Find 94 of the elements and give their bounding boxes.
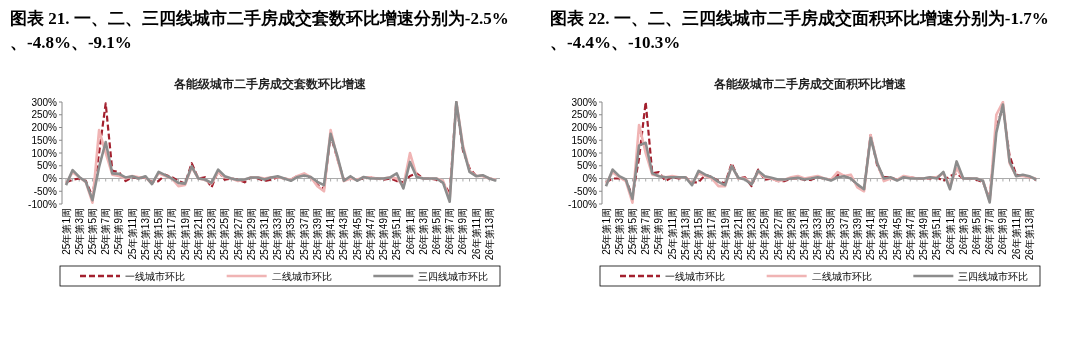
x-tick-label: 25年第33周 bbox=[272, 208, 284, 261]
x-tick-label: 25年第39周 bbox=[311, 208, 323, 261]
x-tick-label: 25年第49周 bbox=[918, 208, 930, 261]
chart-subtitle: 各能级城市二手房成交套数环比增速 bbox=[173, 77, 367, 91]
x-tick-label: 26年第3周 bbox=[417, 208, 429, 255]
x-tick-label: 25年第25周 bbox=[219, 208, 231, 261]
x-tick-label: 25年第29周 bbox=[245, 208, 257, 261]
legend-label: 二线城市环比 bbox=[271, 271, 332, 282]
y-tick-label: 100% bbox=[571, 147, 598, 159]
x-tick-label: 26年第1周 bbox=[404, 208, 416, 255]
x-tick-label: 25年第3周 bbox=[613, 208, 625, 255]
x-tick-label: 26年第13周 bbox=[483, 208, 495, 261]
x-tick-label: 25年第23周 bbox=[206, 208, 218, 261]
x-tick-label: 26年第3周 bbox=[957, 208, 969, 255]
x-tick-label: 26年第5周 bbox=[430, 208, 442, 255]
x-tick-label: 25年第39周 bbox=[851, 208, 863, 261]
x-tick-label: 25年第11周 bbox=[126, 208, 138, 260]
chart-subtitle: 各能级城市二手房成交面积环比增速 bbox=[713, 77, 907, 91]
x-tick-label: 25年第49周 bbox=[378, 208, 390, 261]
y-tick-label: 150% bbox=[31, 134, 58, 146]
x-tick-label: 25年第35周 bbox=[825, 208, 837, 261]
chart-title: 图表 21. 一、二、三四线城市二手房成交套数环比增速分别为-2.5%、-4.8%、-9.1% bbox=[10, 9, 509, 52]
y-tick-label: -100% bbox=[28, 198, 58, 210]
legend-label: 一线城市环比 bbox=[125, 271, 185, 282]
x-tick-label: 25年第43周 bbox=[878, 208, 890, 261]
legend-label: 二线城市环比 bbox=[811, 271, 872, 282]
y-tick-label: 250% bbox=[571, 109, 598, 121]
x-tick-label: 25年第27周 bbox=[772, 208, 784, 261]
x-tick-label: 25年第45周 bbox=[351, 208, 363, 261]
x-tick-label: 25年第21周 bbox=[732, 208, 744, 261]
x-tick-label: 25年第47周 bbox=[904, 208, 916, 261]
y-tick-label: 150% bbox=[571, 134, 598, 146]
x-tick-label: 26年第1周 bbox=[944, 208, 956, 255]
x-tick-label: 25年第27周 bbox=[232, 208, 244, 261]
x-tick-label: 25年第9周 bbox=[113, 208, 125, 255]
y-tick-label: 200% bbox=[31, 122, 58, 133]
x-tick-label: 26年第7周 bbox=[984, 208, 996, 255]
x-tick-label: 25年第33周 bbox=[812, 208, 824, 261]
x-tick-label: 25年第47周 bbox=[364, 208, 376, 261]
x-tick-label: 26年第13周 bbox=[1023, 208, 1035, 261]
x-tick-label: 26年第9周 bbox=[997, 208, 1009, 255]
legend-label: 一线城市环比 bbox=[665, 271, 725, 282]
y-tick-label: -100% bbox=[568, 198, 598, 210]
y-tick-label: 300% bbox=[571, 96, 598, 108]
x-tick-label: 25年第43周 bbox=[338, 208, 350, 261]
y-tick-label: 250% bbox=[31, 109, 58, 121]
x-tick-label: 25年第21周 bbox=[192, 208, 204, 261]
x-tick-label: 25年第23周 bbox=[746, 208, 758, 261]
x-tick-label: 25年第17周 bbox=[166, 208, 178, 261]
x-tick-label: 25年第19周 bbox=[719, 208, 731, 261]
legend-label: 三四线城市环比 bbox=[958, 271, 1029, 282]
x-tick-label: 25年第5周 bbox=[626, 208, 638, 255]
x-tick-label: 25年第41周 bbox=[865, 208, 877, 261]
x-tick-label: 25年第7周 bbox=[640, 208, 652, 255]
x-tick-label: 25年第31周 bbox=[798, 208, 810, 261]
x-tick-label: 25年第25周 bbox=[759, 208, 771, 261]
x-tick-label: 26年第9周 bbox=[457, 208, 469, 255]
x-tick-label: 26年第5周 bbox=[970, 208, 982, 255]
x-tick-label: 25年第11周 bbox=[666, 208, 678, 260]
x-tick-label: 25年第1周 bbox=[600, 208, 612, 255]
x-tick-label: 25年第7周 bbox=[100, 208, 112, 255]
chart-title: 图表 22. 一、二、三四线城市二手房成交面积环比增速分别为-1.7%、-4.4%、-10.3% bbox=[550, 9, 1049, 52]
legend-label: 三四线城市环比 bbox=[418, 271, 489, 282]
x-tick-label: 25年第9周 bbox=[653, 208, 665, 255]
x-tick-label: 25年第1周 bbox=[60, 208, 72, 255]
x-tick-label: 25年第37周 bbox=[298, 208, 310, 261]
x-tick-label: 25年第19周 bbox=[179, 208, 191, 261]
x-tick-label: 25年第5周 bbox=[86, 208, 98, 255]
x-tick-label: 25年第37周 bbox=[838, 208, 850, 261]
x-tick-label: 26年第11周 bbox=[1010, 208, 1022, 260]
x-tick-label: 25年第41周 bbox=[325, 208, 337, 261]
y-tick-label: 50% bbox=[576, 160, 598, 172]
x-tick-label: 25年第45周 bbox=[891, 208, 903, 261]
x-tick-label: 25年第15周 bbox=[153, 208, 165, 261]
x-tick-label: 25年第51周 bbox=[391, 208, 403, 261]
y-tick-label: 0% bbox=[42, 173, 58, 184]
y-tick-label: 100% bbox=[31, 147, 58, 159]
x-tick-label: 25年第15周 bbox=[693, 208, 705, 261]
x-tick-label: 25年第17周 bbox=[706, 208, 718, 261]
y-tick-label: 200% bbox=[571, 122, 598, 133]
y-tick-label: -50% bbox=[573, 185, 598, 197]
x-tick-label: 25年第3周 bbox=[73, 208, 85, 255]
x-tick-label: 26年第7周 bbox=[444, 208, 456, 255]
y-tick-label: -50% bbox=[33, 185, 58, 197]
x-tick-label: 25年第35周 bbox=[285, 208, 297, 261]
y-tick-label: 300% bbox=[31, 96, 58, 108]
x-tick-label: 25年第51周 bbox=[931, 208, 943, 261]
x-tick-label: 25年第31周 bbox=[258, 208, 270, 261]
x-tick-label: 25年第13周 bbox=[679, 208, 691, 261]
x-tick-label: 26年第11周 bbox=[470, 208, 482, 260]
x-tick-label: 25年第29周 bbox=[785, 208, 797, 261]
y-tick-label: 0% bbox=[582, 173, 598, 184]
x-tick-label: 25年第13周 bbox=[139, 208, 151, 261]
y-tick-label: 50% bbox=[36, 160, 58, 172]
